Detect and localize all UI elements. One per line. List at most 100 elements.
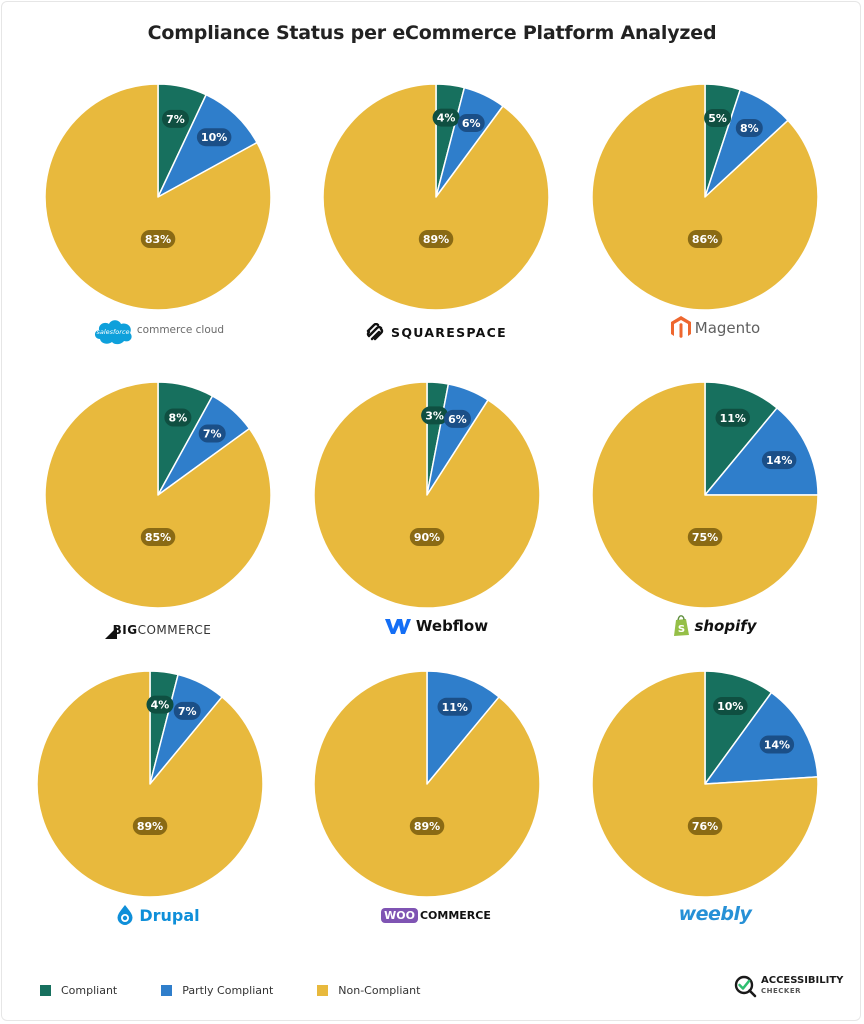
pie-label-compliant: 3% [421, 406, 449, 425]
bigcommerce-commerce-text: COMMERCE [137, 623, 212, 637]
pie-slice-non-compliant [44, 381, 272, 609]
legend-label: Compliant [61, 984, 118, 997]
pie-slice-non-compliant [313, 670, 541, 898]
pie-9: 10% 14% 76% [591, 670, 819, 898]
legend-label: Partly Compliant [182, 984, 274, 997]
svg-text:90%: 90% [414, 531, 440, 544]
legend-swatch-non-compliant [317, 985, 329, 996]
legend-item-compliant: Compliant [40, 984, 117, 997]
pie-3: 5% 8% 86% [591, 83, 819, 311]
pie-slice-partly-compliant [704, 407, 819, 496]
bigcommerce-big-text: BIG [112, 623, 138, 637]
pie-label-non-compliant: 86% [687, 230, 723, 248]
salesforce-cloud-icon: salesforce [94, 320, 132, 345]
accessibility-checker-icon [734, 975, 757, 998]
pie-label-partly-compliant: 8% [735, 119, 763, 137]
chart-legend: Compliant Partly Compliant Non-Compliant [40, 984, 464, 997]
pie-1: 7% 10% 83% [44, 83, 272, 311]
legend-swatch-compliant [40, 985, 51, 996]
pie-slice-non-compliant [591, 83, 819, 311]
accessibility-checker-logo: ACCESSIBILITY CHECKER [733, 974, 843, 998]
brand-line1: ACCESSIBILITY [761, 975, 844, 986]
svg-text:7%: 7% [166, 113, 185, 126]
svg-text:8%: 8% [169, 412, 188, 425]
squarespace-icon [366, 323, 384, 341]
bigcommerce-triangle-icon [104, 627, 117, 639]
pie-label-non-compliant: 83% [140, 230, 176, 248]
pie-6: 11% 14% 75% [591, 381, 819, 609]
svg-text:11%: 11% [442, 701, 468, 714]
pie-label-non-compliant: 89% [409, 817, 445, 835]
pie-slice-non-compliant [322, 83, 550, 311]
bigcommerce-logo: BIG COMMERCE [48, 615, 268, 645]
webflow-logo-text: Webflow [415, 617, 489, 635]
svg-text:5%: 5% [708, 112, 727, 125]
svg-text:4%: 4% [437, 112, 456, 125]
svg-text:4%: 4% [151, 699, 170, 712]
webflow-logo: Webflow [326, 611, 546, 641]
svg-text:6%: 6% [462, 117, 481, 130]
pie-label-partly-compliant: 10% [196, 128, 232, 147]
salesforce-commerce-cloud-logo: salesforce commerce cloud [48, 315, 268, 345]
svg-text:3%: 3% [425, 409, 444, 422]
svg-text:86%: 86% [692, 233, 718, 246]
pie-label-compliant: 7% [162, 109, 189, 128]
pie-slice-non-compliant [591, 670, 819, 898]
legend-item-non-compliant: Non-Compliant [317, 984, 420, 997]
svg-text:6%: 6% [448, 413, 467, 426]
pie-label-partly-compliant: 11% [437, 697, 472, 716]
shopify-logo-text: shopify [694, 617, 757, 635]
brand-line2: CHECKER [761, 987, 802, 995]
chart-title: Compliance Status per eCommerce Platform… [147, 22, 717, 44]
pie-5: 3% 6% 90% [313, 381, 541, 609]
shopify-logo: S shopify [605, 611, 825, 641]
pie-label-non-compliant: 75% [687, 528, 723, 546]
svg-text:83%: 83% [145, 233, 171, 246]
svg-text:7%: 7% [178, 705, 197, 718]
svg-text:7%: 7% [203, 428, 222, 441]
svg-text:S: S [678, 624, 685, 635]
pie-label-compliant: 5% [704, 109, 732, 127]
pie-label-partly-compliant: 6% [444, 409, 471, 428]
woocommerce-woo-badge: WOO [381, 907, 418, 923]
pie-8: 11% 89% [313, 670, 541, 898]
legend-label: Non-Compliant [338, 984, 421, 997]
woocommerce-logo: WOO COMMERCE [326, 900, 546, 930]
pie-label-compliant: 11% [715, 408, 750, 427]
pie-label-compliant: 10% [713, 697, 748, 715]
weebly-logo-text: weebly [678, 903, 752, 925]
webflow-icon [384, 619, 411, 634]
pie-label-non-compliant: 90% [409, 528, 445, 546]
magento-logo-text: Magento [694, 319, 761, 337]
svg-text:14%: 14% [766, 454, 792, 467]
pie-label-non-compliant: 85% [140, 528, 176, 546]
legend-item-partly-compliant: Partly Compliant [161, 984, 273, 997]
legend-swatch-partly-compliant [161, 985, 173, 996]
pie-label-non-compliant: 89% [418, 230, 454, 248]
pie-label-compliant: 4% [146, 695, 174, 714]
woocommerce-commerce-text: COMMERCE [419, 908, 491, 922]
svg-text:10%: 10% [201, 131, 227, 144]
pie-label-compliant: 4% [432, 108, 460, 127]
svg-text:75%: 75% [692, 531, 718, 544]
svg-text:89%: 89% [414, 820, 440, 833]
pie-label-non-compliant: 76% [687, 817, 723, 835]
svg-text:8%: 8% [740, 122, 759, 135]
svg-text:11%: 11% [720, 412, 746, 425]
svg-text:10%: 10% [717, 700, 743, 713]
svg-text:76%: 76% [692, 820, 718, 833]
pie-slice-non-compliant [44, 83, 272, 311]
pie-label-partly-compliant: 14% [761, 451, 797, 470]
svg-text:89%: 89% [137, 820, 163, 833]
salesforce-logo-text: commerce cloud [136, 324, 225, 336]
pie-2: 4% 6% 89% [322, 83, 550, 311]
pie-label-partly-compliant: 7% [173, 701, 201, 720]
pie-slice-non-compliant [591, 381, 819, 609]
pie-slice-partly-compliant [704, 691, 819, 785]
shopify-bag-icon: S [674, 615, 690, 636]
pie-label-non-compliant: 89% [132, 817, 168, 835]
svg-text:14%: 14% [764, 739, 790, 752]
pie-4: 8% 7% 85% [44, 381, 272, 609]
